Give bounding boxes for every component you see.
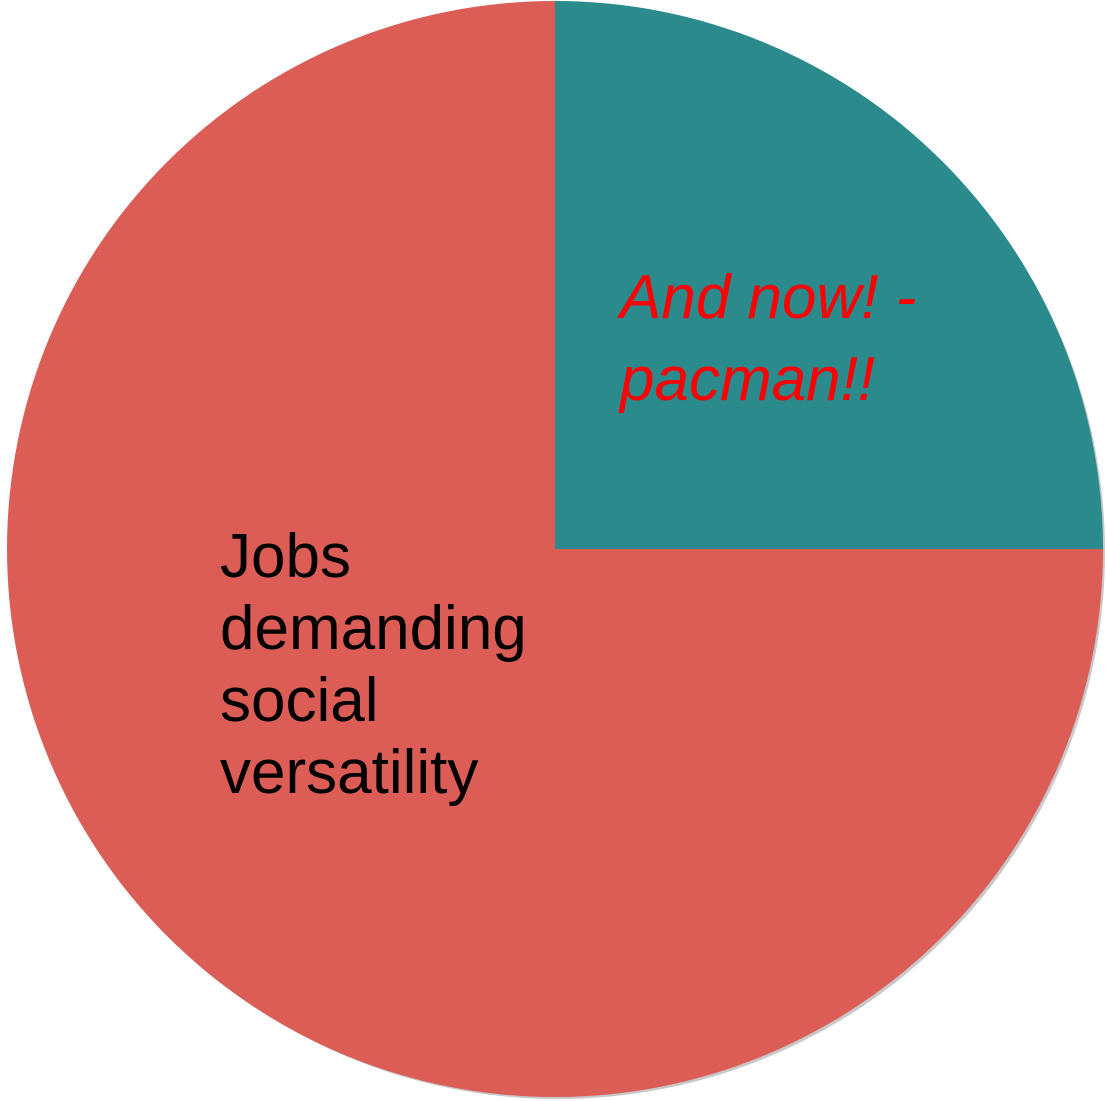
pie-slice-1 <box>555 1 1103 549</box>
pie-slice-1-label-line: pacman!! <box>618 345 875 414</box>
pie-slice-2-label: Jobs demanding social versatility <box>220 522 527 807</box>
pie-slice-1-label: And now! - pacman!! <box>616 263 916 414</box>
pie-slice-2-label-line: versatility <box>220 738 478 807</box>
pie-slice-2 <box>7 1 1103 1097</box>
pie-slice-2-label-line: Jobs <box>220 522 351 591</box>
slices-layer <box>7 1 1105 1099</box>
pie-slice-1-label-line: And now! - <box>616 263 916 332</box>
pie-slice-2-label-line: demanding <box>220 594 527 663</box>
labels-layer: And now! - pacman!! Jobs demanding social ver… <box>220 263 916 807</box>
pie-slice-2-label-line: social <box>220 666 379 735</box>
